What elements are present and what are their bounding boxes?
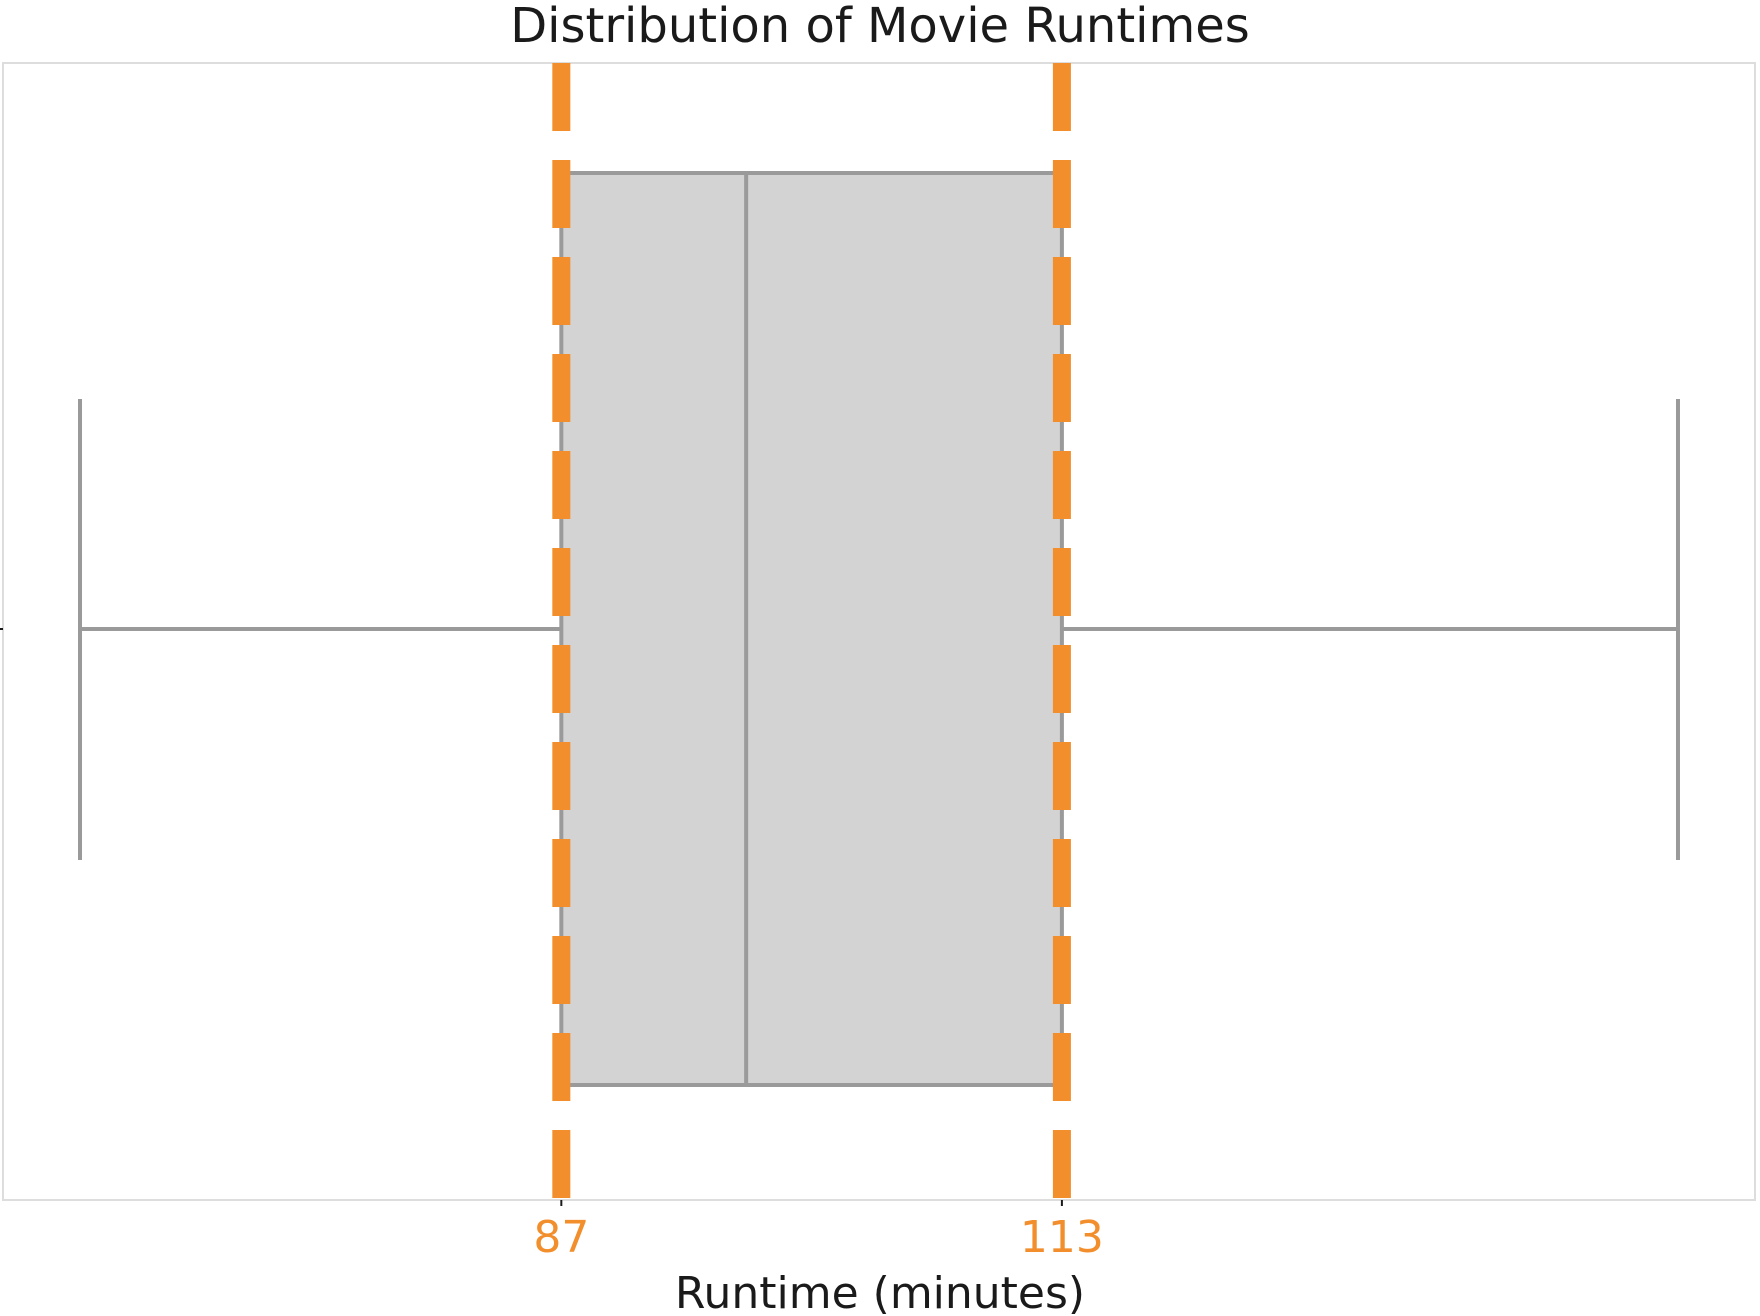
interquartile-box bbox=[559, 171, 1064, 1087]
x-axis-label: Runtime (minutes) bbox=[675, 1268, 1085, 1316]
box-plot-marks bbox=[78, 171, 1680, 1087]
x-tick-label-1: 113 bbox=[1020, 1212, 1104, 1263]
x-tick-labels: 87 113 bbox=[533, 1200, 1104, 1263]
chart-title: Distribution of Movie Runtimes bbox=[510, 0, 1250, 54]
x-tick-label-0: 87 bbox=[533, 1212, 589, 1263]
